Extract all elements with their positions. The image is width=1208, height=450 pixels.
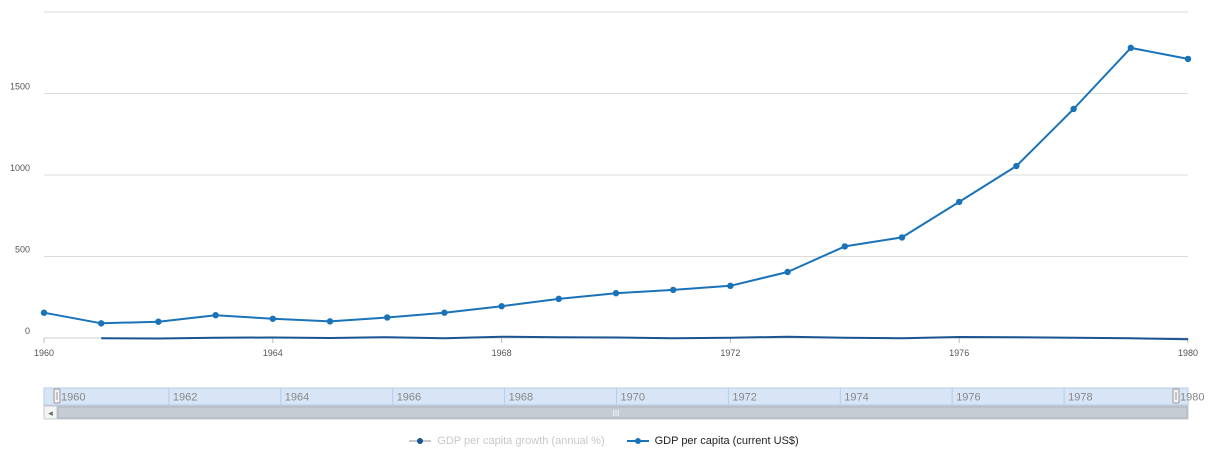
navigator-year-label: 1974 — [844, 392, 868, 404]
scroll-left-button[interactable] — [43, 405, 58, 420]
scrollbar-grip-icon: III — [613, 409, 620, 418]
data-point[interactable] — [269, 315, 276, 322]
data-point[interactable] — [1127, 44, 1135, 52]
navigator-year-label: 1980 — [1180, 392, 1204, 404]
navigator-year-label: 1970 — [621, 392, 645, 404]
gridlines — [44, 11, 1188, 339]
legend: GDP per capita growth (annual %) GDP per… — [0, 432, 1208, 450]
navigator-year-label: 1968 — [509, 392, 533, 404]
data-point[interactable] — [956, 198, 963, 206]
range-navigator[interactable]: 1960 1962 1964 1966 1968 1970 1972 1974 1976 1978… — [43, 387, 1204, 420]
x-tick-label: 1980 — [1178, 348, 1198, 358]
x-tick-label: 1964 — [263, 348, 283, 358]
data-point[interactable] — [555, 295, 562, 303]
legend-label-gdp-growth: GDP per capita growth (annual %) — [437, 435, 605, 447]
x-axis: 1960 1964 1968 1972 1976 1980 — [34, 337, 1198, 358]
series-line-gdp-growth — [101, 335, 1189, 341]
data-point[interactable] — [1013, 162, 1020, 170]
y-tick-label: 1000 — [10, 163, 30, 173]
navigator-year-label: 1962 — [173, 392, 197, 404]
data-point[interactable] — [212, 311, 219, 319]
data-point[interactable] — [384, 314, 391, 321]
legend-line-marker-icon — [626, 438, 649, 444]
legend-line-marker-icon — [409, 438, 432, 444]
x-tick-label: 1976 — [949, 348, 969, 358]
data-point[interactable] — [612, 289, 620, 297]
navigator-year-label: 1960 — [61, 392, 85, 404]
data-point[interactable] — [155, 318, 162, 325]
data-point[interactable] — [1184, 55, 1192, 63]
navigator-year-label: 1978 — [1068, 392, 1092, 404]
scrollbar-thumb[interactable] — [57, 406, 1188, 419]
data-point[interactable] — [784, 268, 791, 276]
data-point[interactable] — [326, 318, 334, 325]
legend-item-gdp-growth[interactable]: GDP per capita growth (annual %) — [409, 435, 605, 447]
navigator-year-label: 1972 — [732, 392, 756, 404]
y-tick-label: 0 — [25, 326, 30, 336]
series-layer — [40, 44, 1192, 341]
x-tick-label: 1968 — [492, 348, 512, 358]
y-tick-label: 500 — [15, 245, 30, 255]
navigator-year-label: 1964 — [285, 392, 309, 404]
series-line-gdp-per-capita — [43, 46, 1189, 325]
x-tick-label: 1972 — [720, 348, 740, 358]
data-point[interactable] — [727, 282, 734, 290]
legend-label-gdp-per-capita: GDP per capita (current US$) — [654, 435, 799, 447]
data-point[interactable] — [841, 243, 848, 250]
data-point[interactable] — [1070, 105, 1077, 113]
y-axis: 0 500 1000 1500 — [10, 82, 30, 337]
scroll-left-arrow-icon: ◂ — [48, 408, 53, 418]
navigator-year-label: 1976 — [956, 392, 980, 404]
data-point[interactable] — [898, 234, 906, 241]
data-point[interactable] — [441, 309, 448, 316]
y-tick-label: 1500 — [10, 82, 30, 92]
data-point[interactable] — [40, 309, 48, 316]
data-point[interactable] — [498, 303, 505, 310]
x-tick-label: 1960 — [34, 348, 54, 358]
data-point[interactable] — [670, 286, 677, 294]
data-point[interactable] — [98, 320, 105, 327]
line-chart: 0 500 1000 1500 1960 1964 1968 1972 1976 1980 19… — [10, 11, 1204, 420]
navigator-year-label: 1966 — [397, 392, 421, 404]
legend-item-gdp-per-capita[interactable]: GDP per capita (current US$) — [626, 435, 799, 447]
